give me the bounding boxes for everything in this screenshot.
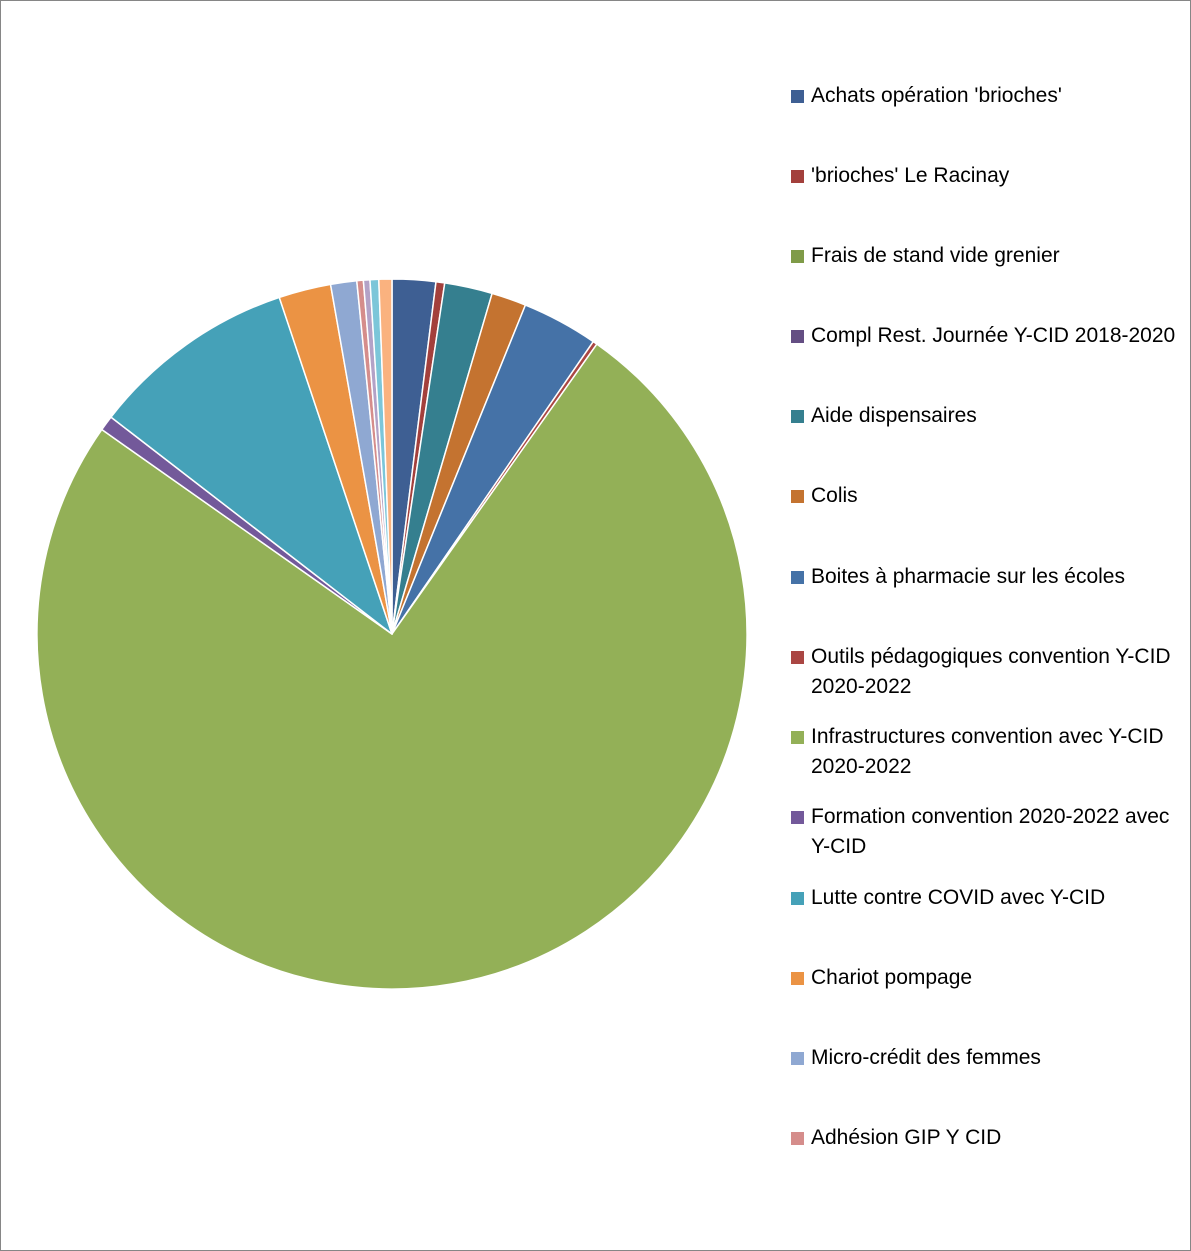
legend-label: Colis	[811, 484, 858, 507]
legend-swatch	[791, 1132, 804, 1145]
legend-label: 'brioches' Le Racinay	[811, 164, 1010, 187]
legend-swatch	[791, 972, 804, 985]
legend-label: Compl Rest. Journée Y-CID 2018-2020	[811, 324, 1176, 347]
pie-slice-16	[378, 278, 393, 635]
legend-label: Achats opération 'brioches'	[811, 84, 1062, 107]
legend-swatch	[791, 731, 804, 744]
legend-swatch	[791, 651, 804, 664]
legend-label: Infrastructures convention avec Y-CID 20…	[811, 725, 1164, 778]
legend-label: Adhésion GIP Y CID	[811, 1126, 1002, 1149]
legend-swatch	[791, 170, 804, 183]
legend-label: Micro-crédit des femmes	[811, 1046, 1041, 1069]
legend-swatch	[791, 410, 804, 423]
legend-swatch	[791, 490, 804, 503]
legend: Achats opération 'brioches' 'brioches' L…	[791, 1, 1181, 1250]
legend-swatch	[791, 330, 804, 343]
legend-label: Outils pédagogiques convention Y-CID 202…	[811, 645, 1171, 698]
pie-chart	[36, 278, 748, 990]
legend-label: Formation convention 2020-2022 avec Y-CI…	[811, 805, 1170, 858]
legend-label: Chariot pompage	[811, 966, 973, 989]
pie-slice-8	[36, 343, 748, 990]
legend-label: Aide dispensaires	[811, 404, 977, 427]
legend-swatch	[791, 90, 804, 103]
pie-slice-10	[110, 296, 393, 635]
legend-label: Lutte contre COVID avec Y-CID	[811, 886, 1106, 909]
legend-label: Boites à pharmacie sur les écoles	[811, 565, 1125, 588]
legend-swatch	[791, 811, 804, 824]
legend-swatch	[791, 571, 804, 584]
legend-label: Frais de stand vide grenier	[811, 244, 1060, 267]
legend-swatch	[791, 892, 804, 905]
legend-swatch	[791, 1052, 804, 1065]
legend-swatch	[791, 250, 804, 263]
